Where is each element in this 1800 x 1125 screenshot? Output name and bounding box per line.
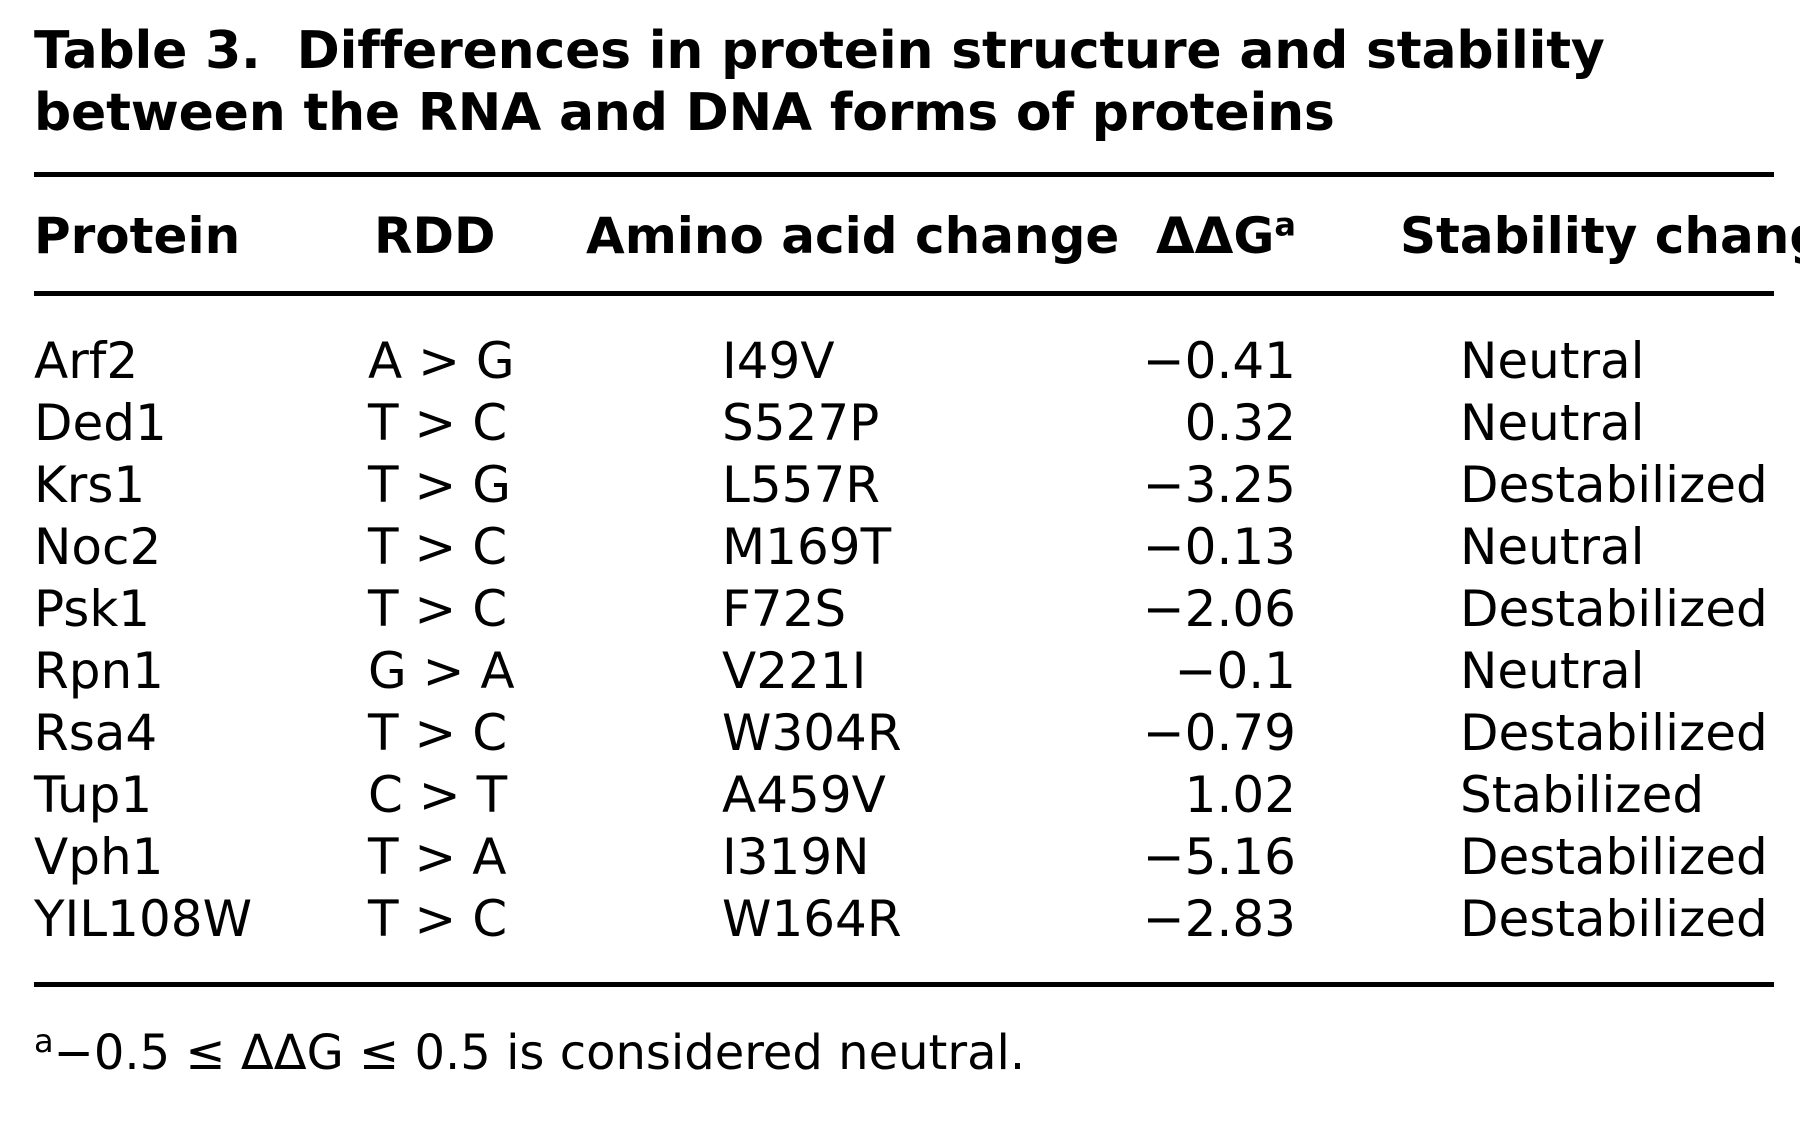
cell-ddg: −2.83 [1142, 890, 1296, 948]
cell-rdd: C > T [368, 766, 508, 824]
cell-amino-acid-change: V221I [722, 642, 867, 700]
cell-ddg: −2.06 [1142, 580, 1296, 638]
cell-protein: Rsa4 [34, 704, 158, 762]
cell-ddg: 1.02 [1184, 766, 1296, 824]
cell-protein: Arf2 [34, 332, 139, 390]
cell-stability-change: Neutral [1460, 332, 1645, 390]
cell-stability-change: Neutral [1460, 394, 1645, 452]
cell-amino-acid-change: M169T [722, 518, 892, 576]
column-header-amino-acid-change: Amino acid change [586, 207, 1120, 265]
table-footnote: a−0.5 ≤ ΔΔG ≤ 0.5 is considered neutral. [34, 1023, 1774, 1083]
cell-protein: Rpn1 [34, 642, 164, 700]
cell-ddg: −5.16 [1142, 828, 1296, 886]
table-title: Differences in protein structure and sta… [34, 21, 1605, 143]
cell-rdd: A > G [368, 332, 515, 390]
cell-rdd: G > A [368, 642, 515, 700]
cell-protein: Tup1 [34, 766, 153, 824]
cell-amino-acid-change: A459V [722, 766, 886, 824]
column-header-ddg: ΔΔGa [1134, 177, 1364, 294]
table-document: Table 3. Differences in protein structure… [34, 20, 1800, 1083]
data-table: Protein RDD Amino acid change ΔΔGa Stabi… [34, 177, 1800, 989]
cell-amino-acid-change: L557R [722, 456, 881, 514]
table-row: Tup1 C > T A459V 1.02 Stabilized [34, 764, 1774, 826]
cell-protein: Ded1 [34, 394, 167, 452]
footnote-marker: a [34, 1022, 54, 1060]
table-row: Vph1 T > A I319N −5.16 Destabilized [34, 826, 1774, 888]
column-header-rdd: RDD [374, 207, 496, 265]
cell-ddg: −3.25 [1142, 456, 1296, 514]
top-rule [34, 172, 1774, 177]
table-row: Rpn1 G > A V221I −0.1 Neutral [34, 640, 1774, 702]
cell-stability-change: Destabilized [1460, 580, 1768, 638]
cell-stability-change: Destabilized [1460, 890, 1768, 948]
cell-rdd: T > G [368, 456, 511, 514]
cell-amino-acid-change: W164R [722, 890, 902, 948]
cell-rdd: T > C [368, 704, 508, 762]
bottom-rule [34, 982, 1774, 989]
cell-amino-acid-change: I319N [722, 828, 870, 886]
cell-protein: Vph1 [34, 828, 164, 886]
cell-rdd: T > C [368, 518, 508, 576]
cell-rdd: T > C [368, 394, 508, 452]
header-rule [34, 291, 1774, 298]
table-label: Table 3. [34, 21, 261, 81]
ddg-footnote-marker: a [1274, 205, 1296, 244]
column-header-stability-change: Stability change [1400, 207, 1800, 265]
footnote-text: −0.5 ≤ ΔΔG ≤ 0.5 is considered neutral. [53, 1025, 1026, 1081]
cell-amino-acid-change: F72S [722, 580, 847, 638]
cell-rdd: T > A [368, 828, 507, 886]
cell-rdd: T > C [368, 890, 508, 948]
table-row: YIL108W T > C W164R −2.83 Destabilized [34, 888, 1774, 950]
cell-amino-acid-change: S527P [722, 394, 880, 452]
header-row: Protein RDD Amino acid change ΔΔGa Stabi… [34, 177, 1800, 294]
table-row: Rsa4 T > C W304R −0.79 Destabilized [34, 702, 1774, 764]
cell-ddg: −0.41 [1142, 332, 1296, 390]
cell-stability-change: Destabilized [1460, 704, 1768, 762]
cell-ddg: −0.79 [1142, 704, 1296, 762]
cell-rdd: T > C [368, 580, 508, 638]
table-row: Arf2 A > G I49V −0.41 Neutral [34, 330, 1774, 392]
cell-stability-change: Stabilized [1460, 766, 1705, 824]
cell-ddg: −0.13 [1142, 518, 1296, 576]
cell-amino-acid-change: W304R [722, 704, 902, 762]
cell-protein: Psk1 [34, 580, 151, 638]
cell-stability-change: Destabilized [1460, 828, 1768, 886]
cell-ddg: −0.1 [1174, 642, 1296, 700]
cell-stability-change: Neutral [1460, 518, 1645, 576]
table-row: Psk1 T > C F72S −2.06 Destabilized [34, 578, 1774, 640]
cell-protein: YIL108W [34, 890, 253, 948]
cell-ddg: 0.32 [1184, 394, 1296, 452]
cell-amino-acid-change: I49V [722, 332, 835, 390]
table-row: Noc2 T > C M169T −0.13 Neutral [34, 516, 1774, 578]
cell-protein: Noc2 [34, 518, 162, 576]
table-row: Krs1 T > G L557R −3.25 Destabilized [34, 454, 1774, 516]
table-row: Ded1 T > C S527P 0.32 Neutral [34, 392, 1774, 454]
table-caption: Table 3. Differences in protein structure… [34, 20, 1774, 144]
table-body: Arf2 A > G I49V −0.41 Neutral Ded1 T > C S527P 0… [34, 291, 1774, 989]
table-header: Protein RDD Amino acid change ΔΔGa Stabi… [34, 177, 1800, 294]
cell-stability-change: Destabilized [1460, 456, 1768, 514]
cell-stability-change: Neutral [1460, 642, 1645, 700]
ddg-label: ΔΔG [1155, 207, 1275, 265]
cell-protein: Krs1 [34, 456, 146, 514]
column-header-protein: Protein [34, 207, 241, 265]
